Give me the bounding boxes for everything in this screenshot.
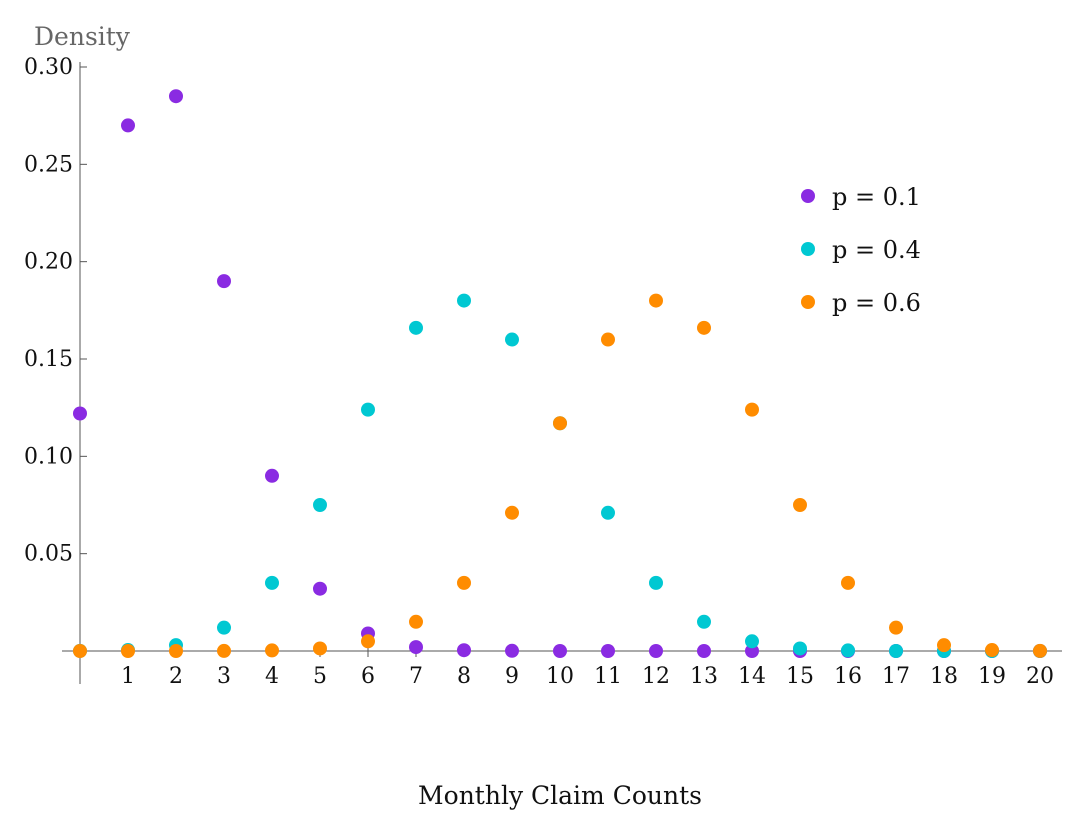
data-point <box>217 274 231 289</box>
data-point <box>505 332 519 347</box>
data-point <box>457 575 471 590</box>
data-point <box>409 640 423 655</box>
legend-label: p = 0.6 <box>832 289 921 317</box>
x-tick-label: 6 <box>361 664 375 689</box>
y-ticks: 0.05 0.10 0.15 0.20 0.25 0.30 <box>24 55 87 567</box>
y-axis-title: Density <box>34 22 131 51</box>
x-tick-label: 18 <box>930 664 958 689</box>
data-point <box>601 505 615 520</box>
data-point <box>217 620 231 635</box>
series-2 <box>73 293 1047 658</box>
data-point <box>73 406 87 421</box>
data-point <box>601 644 615 658</box>
x-tick-label: 1 <box>121 664 135 689</box>
x-tick-label: 15 <box>786 664 814 689</box>
data-point <box>505 643 519 658</box>
x-tick-label: 2 <box>169 664 183 689</box>
x-tick-label: 10 <box>546 664 574 689</box>
data-point <box>409 320 423 335</box>
y-tick-label: 0.25 <box>24 152 73 177</box>
data-point <box>745 402 759 417</box>
x-axis-title: Monthly Claim Counts <box>418 781 702 810</box>
data-point <box>1033 643 1047 658</box>
data-point <box>841 643 855 658</box>
x-tick-label: 7 <box>409 664 423 689</box>
x-tick-label: 12 <box>642 664 670 689</box>
data-point <box>73 644 87 658</box>
series-3 <box>73 293 1047 658</box>
data-point <box>265 468 279 483</box>
data-point <box>649 293 663 308</box>
data-point <box>217 643 231 658</box>
data-point <box>121 118 135 133</box>
y-tick-label: 0.30 <box>24 55 73 80</box>
series-1 <box>73 89 1047 658</box>
x-tick-label: 4 <box>265 664 279 689</box>
data-point <box>313 581 327 596</box>
data-point <box>745 644 759 658</box>
data-point <box>265 575 279 590</box>
legend-marker <box>801 242 815 256</box>
data-point <box>745 634 759 649</box>
legend-marker <box>801 295 815 309</box>
y-tick-label: 0.05 <box>24 542 73 567</box>
x-tick-label: 8 <box>457 664 471 689</box>
data-point <box>697 614 711 629</box>
legend-label: p = 0.4 <box>832 236 921 264</box>
data-point <box>409 614 423 629</box>
data-point <box>457 643 471 658</box>
x-tick-label: 3 <box>217 664 231 689</box>
x-tick-label: 5 <box>313 664 327 689</box>
data-point <box>457 293 471 308</box>
data-point <box>649 575 663 590</box>
x-tick-label: 20 <box>1026 664 1054 689</box>
data-point <box>169 89 183 104</box>
x-tick-label: 16 <box>834 664 862 689</box>
data-point <box>169 644 183 658</box>
data-point <box>697 320 711 335</box>
x-tick-label: 17 <box>882 664 910 689</box>
data-point <box>937 638 951 653</box>
data-point <box>793 498 807 512</box>
legend-label: p = 0.1 <box>832 183 921 211</box>
data-point <box>601 332 615 347</box>
data-point <box>361 634 375 649</box>
data-point <box>313 641 327 656</box>
y-tick-label: 0.10 <box>24 444 73 469</box>
x-ticks: 1 2 3 4 5 6 7 8 9 10 11 12 13 14 15 16 17 18 19 20 <box>121 645 1054 689</box>
legend-marker <box>801 189 815 203</box>
data-point <box>553 644 567 658</box>
data-point <box>889 644 903 658</box>
data-point <box>121 644 135 658</box>
data-point <box>361 402 375 417</box>
x-tick-label: 13 <box>690 664 718 689</box>
x-tick-label: 9 <box>505 664 519 689</box>
data-point <box>505 505 519 520</box>
data-point <box>649 644 663 658</box>
data-point <box>889 620 903 635</box>
data-point <box>313 498 327 512</box>
legend: p = 0.1 p = 0.4 p = 0.6 <box>801 183 921 317</box>
data-point <box>841 575 855 590</box>
y-tick-label: 0.20 <box>24 250 73 275</box>
data-point <box>553 416 567 431</box>
data-point <box>697 644 711 658</box>
axes <box>62 62 1062 684</box>
x-tick-label: 11 <box>594 664 622 689</box>
y-tick-label: 0.15 <box>24 347 73 372</box>
data-point <box>793 641 807 656</box>
x-tick-label: 14 <box>738 664 766 689</box>
x-tick-label: 19 <box>978 664 1006 689</box>
data-point <box>985 643 999 658</box>
data-points <box>73 89 1047 658</box>
data-point <box>265 643 279 658</box>
